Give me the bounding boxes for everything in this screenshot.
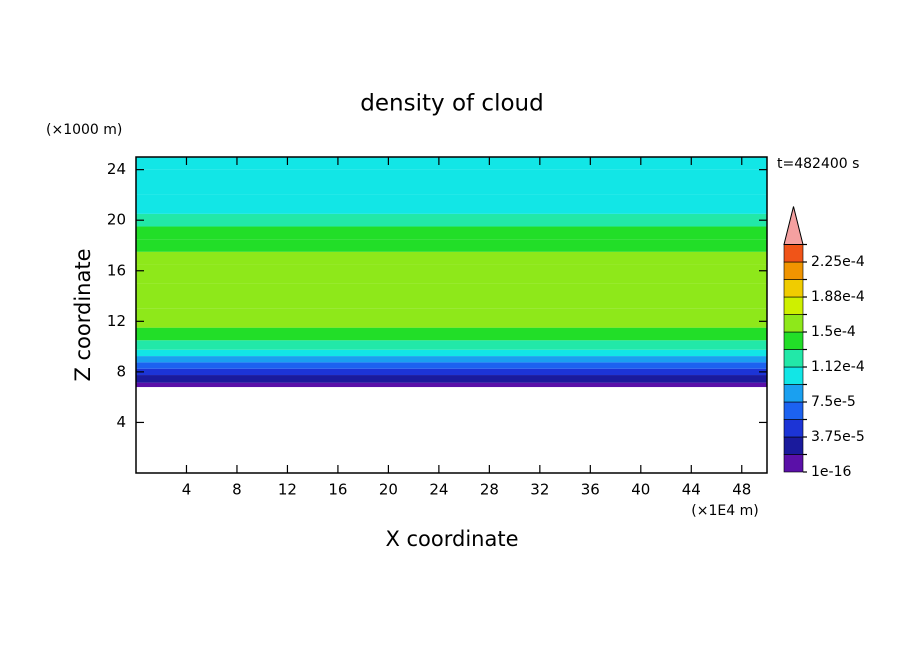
- contour-band: [136, 213, 767, 227]
- plot-frame: [135, 156, 768, 474]
- y-axis-title: Z coordinate: [71, 248, 95, 381]
- colorbar-label: 1.12e-4: [811, 359, 865, 375]
- colorbar-box: [783, 349, 804, 368]
- y-unit: (×1000 m): [46, 122, 122, 138]
- y-tick-label: 4: [116, 413, 126, 431]
- x-tick-label: 32: [530, 481, 549, 499]
- y-tick-label: 8: [116, 362, 126, 380]
- colorbar-label: 1.88e-4: [811, 289, 865, 305]
- contour-band: [136, 356, 767, 363]
- contour-band: [136, 283, 767, 309]
- contour-band: [136, 362, 767, 369]
- contour-band: [136, 169, 767, 195]
- y-tick-label: 24: [107, 160, 126, 178]
- x-tick-label: 36: [581, 481, 600, 499]
- colorbar-box: [783, 366, 804, 385]
- x-tick-label: 16: [328, 481, 347, 499]
- time-annotation: t=482400 s: [777, 156, 859, 172]
- colorbar-label: 3.75e-5: [811, 429, 865, 445]
- contour-band: [136, 349, 767, 357]
- plot-area: [136, 157, 767, 388]
- colorbar-extend: [783, 206, 804, 245]
- colorbar-label: 2.25e-4: [811, 254, 865, 270]
- contour-band: [136, 264, 767, 284]
- x-tick-label: 24: [429, 481, 448, 499]
- x-tick-label: 20: [379, 481, 398, 499]
- x-unit: (×1E4 m): [691, 503, 758, 519]
- x-tick-label: 12: [278, 481, 297, 499]
- contour-band: [136, 239, 767, 252]
- colorbar-box: [783, 296, 804, 315]
- x-tick-label: 40: [631, 481, 650, 499]
- contour-band: [136, 368, 767, 376]
- colorbar-box: [783, 279, 804, 298]
- x-tick-label: 48: [732, 481, 751, 499]
- colorbar-label: 1e-16: [811, 464, 851, 480]
- y-tick-label: 12: [107, 312, 126, 330]
- contour-band: [136, 226, 767, 240]
- contour-band: [136, 340, 767, 350]
- colorbar-box: [783, 454, 804, 473]
- colorbar-box: [783, 331, 804, 350]
- colorbar-label: 1.5e-4: [811, 324, 856, 340]
- colorbar-box: [783, 314, 804, 333]
- colorbar-box: [783, 419, 804, 438]
- x-axis-title: X coordinate: [385, 527, 518, 551]
- x-tick-label: 44: [682, 481, 701, 499]
- contour-band: [136, 375, 767, 383]
- colorbar-box: [783, 261, 804, 280]
- colorbar-box: [783, 384, 804, 403]
- colorbar-box: [783, 436, 804, 455]
- chart-title: density of cloud: [360, 91, 543, 117]
- x-tick-label: 8: [232, 481, 242, 499]
- x-tick-label: 4: [182, 481, 192, 499]
- x-tick-label: 28: [480, 481, 499, 499]
- contour-band: [136, 327, 767, 341]
- contour-band: [136, 251, 767, 265]
- contour-band: [136, 194, 767, 214]
- y-tick-label: 16: [107, 261, 126, 279]
- y-tick-label: 20: [107, 211, 126, 229]
- contour-band: [136, 157, 767, 170]
- colorbar-label: 7.5e-5: [811, 394, 856, 410]
- contour-band: [136, 382, 767, 388]
- colorbar-box: [783, 244, 804, 263]
- contour-band: [136, 308, 767, 328]
- colorbar-box: [783, 401, 804, 420]
